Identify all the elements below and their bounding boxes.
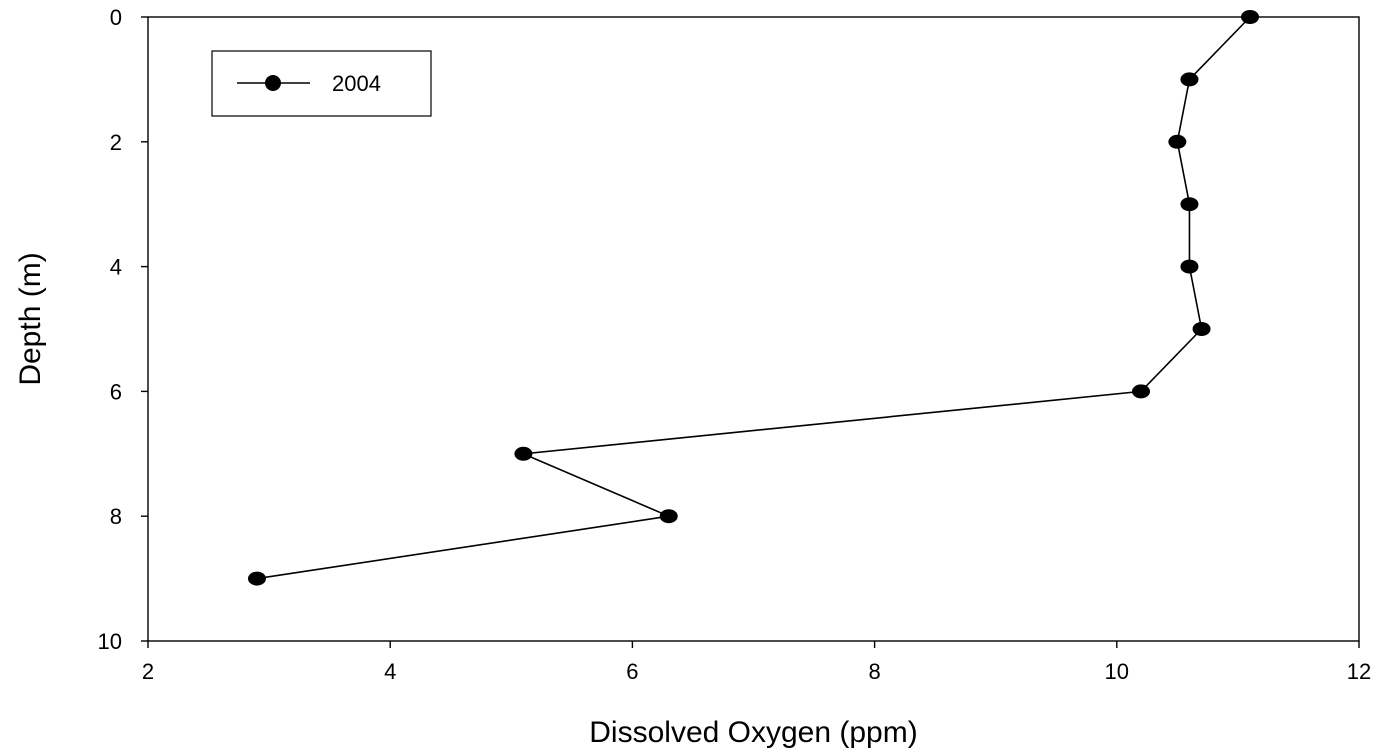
x-axis-title: Dissolved Oxygen (ppm) <box>589 716 917 749</box>
axis-ticks: 2 4 6 8 10 12 0 2 4 6 8 10 <box>98 5 1372 684</box>
y-tick-label: 4 <box>110 255 122 280</box>
data-point <box>1132 384 1151 399</box>
x-tick-label: 12 <box>1347 659 1371 684</box>
series-layer <box>247 10 1260 586</box>
legend-label: 2004 <box>332 71 381 96</box>
y-tick-label: 10 <box>98 629 122 654</box>
y-tick-label: 6 <box>110 379 122 404</box>
data-point <box>514 446 533 461</box>
data-point <box>247 571 266 586</box>
data-point <box>1180 72 1199 87</box>
y-tick-label: 0 <box>110 5 122 30</box>
data-point <box>1168 134 1187 149</box>
legend-marker <box>265 75 281 91</box>
legend: 2004 <box>211 50 432 117</box>
data-point <box>659 509 678 524</box>
series-line-2004 <box>256 16 1251 580</box>
y-axis-title: Depth (m) <box>14 252 47 385</box>
plot-frame <box>147 16 1360 642</box>
plot-border <box>147 16 1360 642</box>
data-point <box>1192 322 1211 336</box>
x-tick-label: 4 <box>384 659 396 684</box>
data-point <box>1241 10 1260 24</box>
x-tick-label: 6 <box>626 659 638 684</box>
x-tick-label: 2 <box>142 659 154 684</box>
x-tick-label: 10 <box>1105 659 1129 684</box>
data-point <box>1180 259 1199 274</box>
x-tick-label: 8 <box>868 659 880 684</box>
y-tick-label: 8 <box>110 504 122 529</box>
y-tick-label: 2 <box>110 130 122 155</box>
data-point <box>1180 197 1199 212</box>
